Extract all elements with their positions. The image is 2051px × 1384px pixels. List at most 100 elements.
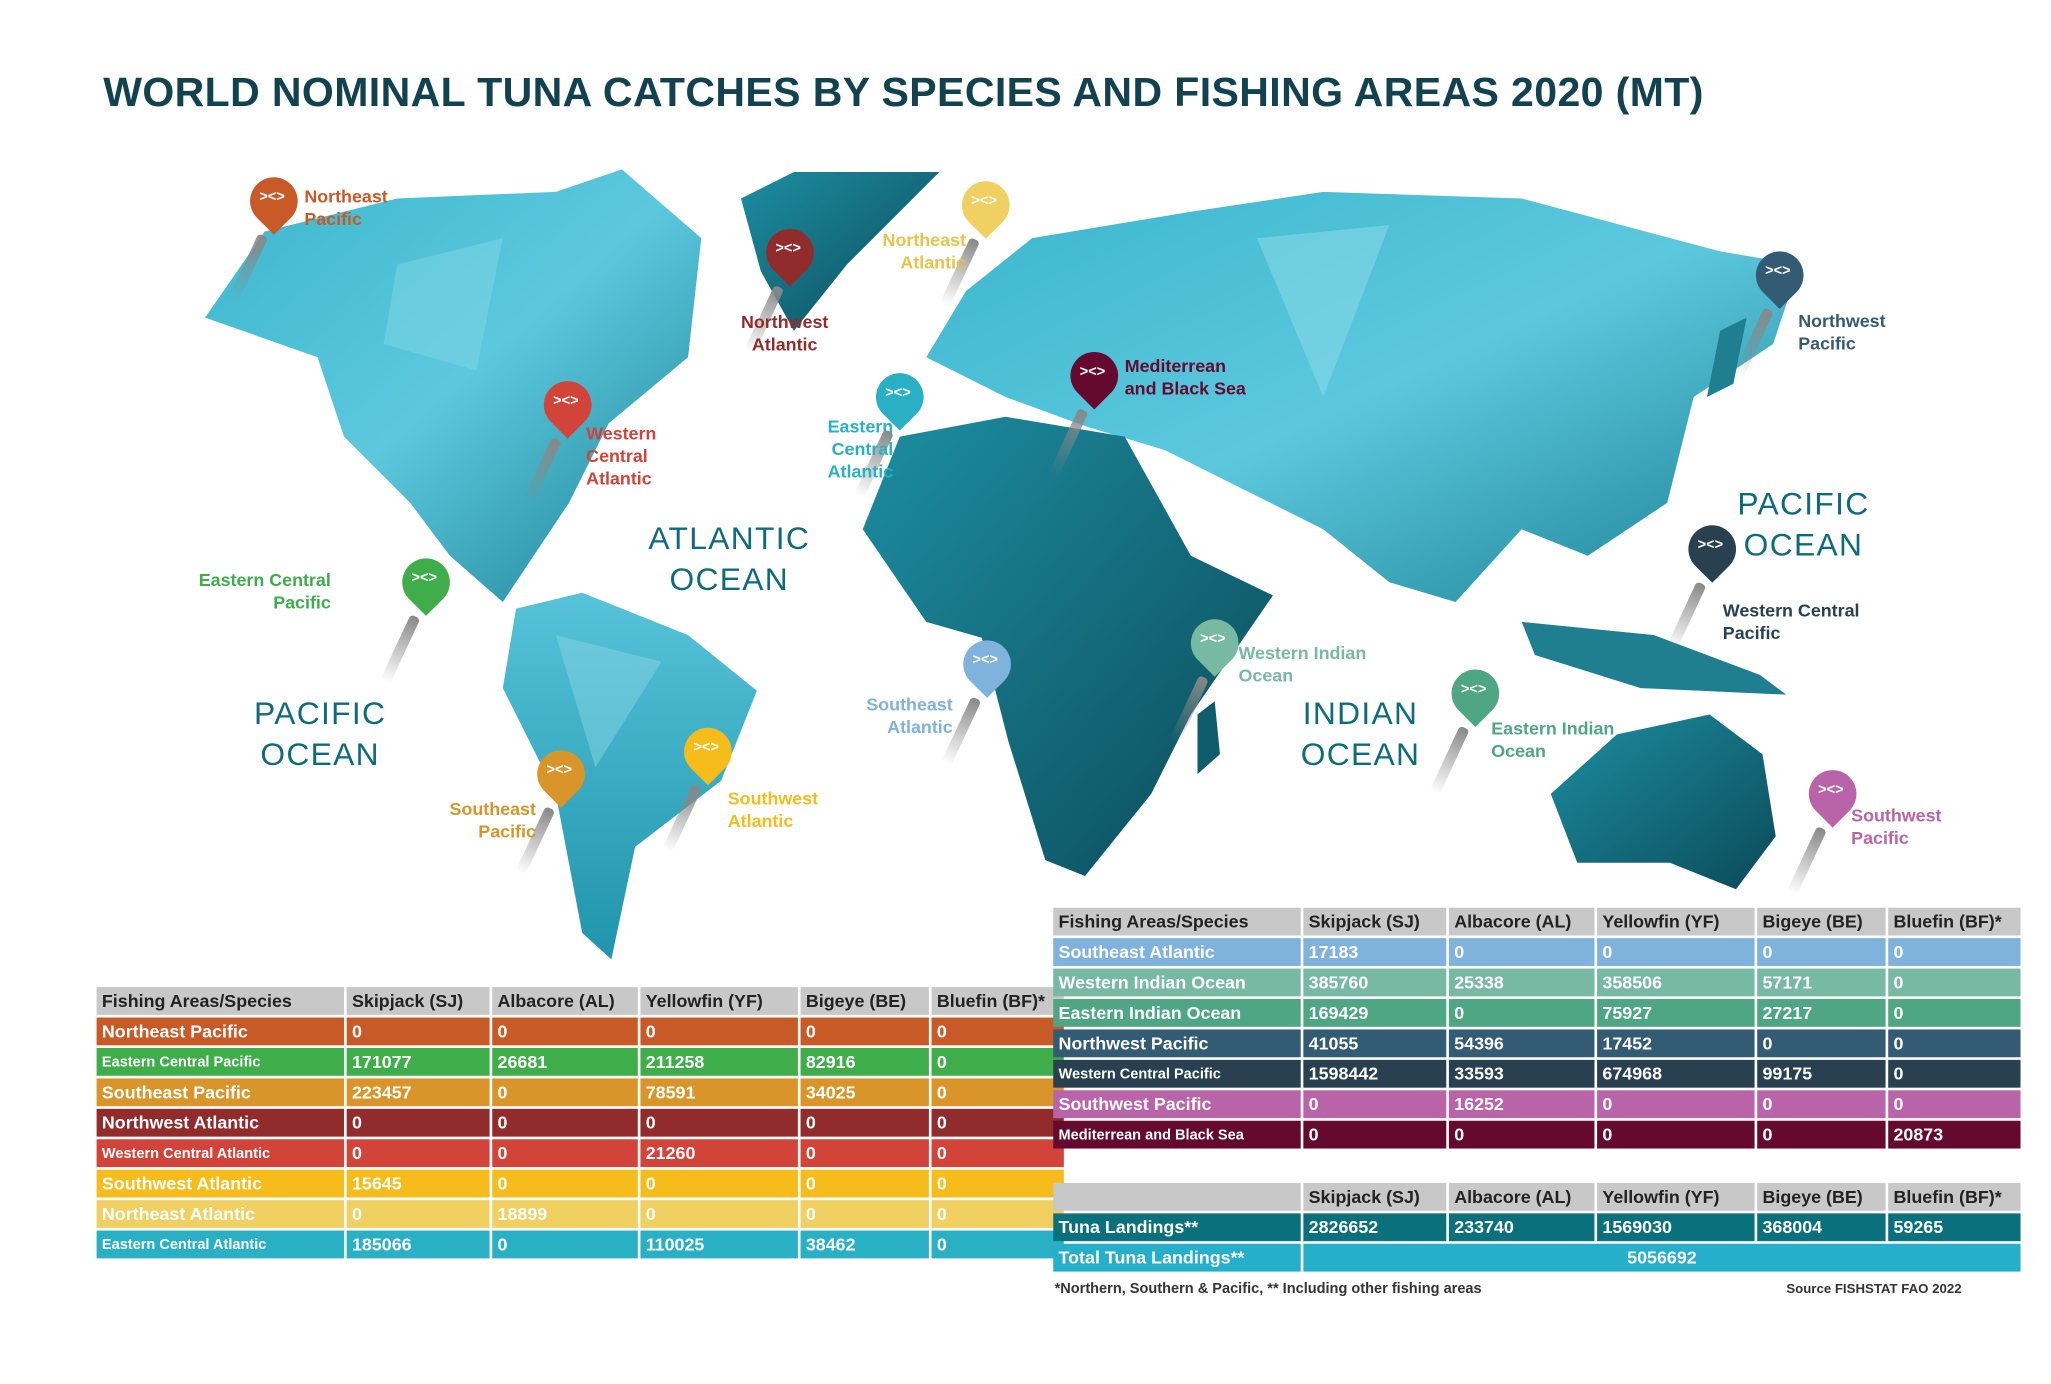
area-cell: Northwest Pacific	[1053, 1029, 1301, 1058]
ocean-label-pacific-west: PACIFIC OCEAN	[254, 696, 387, 773]
value-cell: 0	[800, 1108, 929, 1137]
area-cell: Northeast Atlantic	[96, 1200, 345, 1228]
value-cell: 41055	[1303, 1029, 1447, 1058]
table-row: Northeast Pacific 0 0 0 0 0	[96, 1017, 1064, 1046]
map-pin: ><>	[228, 167, 308, 303]
pin-label: Southeast Pacific	[449, 799, 536, 842]
table-header: Fishing Areas/Species Skipjack (SJ) Albaco…	[96, 987, 1064, 1015]
table-row: Eastern Central Pacific 171077 26681 211258…	[96, 1047, 1064, 1076]
table-row: Southeast Atlantic 17183 0 0 0 0	[1053, 938, 2021, 966]
ocean-label-indian: INDIAN OCEAN	[1300, 696, 1421, 773]
pin-label: Southwest Atlantic	[727, 788, 819, 831]
value-cell: 0	[346, 1108, 490, 1137]
value-cell: 368004	[1757, 1213, 1886, 1242]
catch-table-right: Fishing Areas/Species Skipjack (SJ) Albaco…	[1051, 905, 2024, 1151]
table-row: Northwest Pacific 41055 54396 17452 0 0	[1053, 1029, 2021, 1058]
value-cell: 75927	[1597, 999, 1755, 1027]
fish-icon: ><>	[411, 570, 438, 587]
value-cell: 0	[800, 1017, 929, 1046]
africa	[862, 416, 1273, 876]
pin-label: Eastern Central Pacific	[198, 570, 331, 613]
value-cell: 17183	[1303, 938, 1447, 966]
value-cell: 0	[800, 1169, 929, 1198]
table-header: Fishing Areas/Species Skipjack (SJ) Albaco…	[1053, 907, 2021, 936]
indonesia	[1521, 621, 1787, 695]
map-pin: ><>	[1048, 342, 1128, 478]
eurasia	[926, 191, 1800, 603]
fish-icon: ><>	[775, 240, 801, 257]
column-header: Bluefin (BF)*	[931, 987, 1064, 1015]
table-row: Western Central Pacific 1598442 33593 67496…	[1053, 1059, 2021, 1088]
value-cell: 0	[1757, 1090, 1886, 1119]
value-cell: 0	[640, 1017, 798, 1046]
source-note: Source FISHSTAT FAO 2022	[1786, 1282, 1962, 1297]
fish-icon: ><>	[972, 652, 999, 669]
area-cell: Eastern Indian Ocean	[1053, 999, 1301, 1027]
area-cell: Northeast Pacific	[96, 1017, 345, 1046]
value-cell: 0	[931, 1108, 1064, 1137]
value-cell: 17452	[1597, 1029, 1755, 1058]
area-cell: Eastern Central Pacific	[96, 1047, 345, 1076]
map-pin: ><>	[940, 171, 1020, 307]
value-cell: 59265	[1888, 1213, 2021, 1242]
japan	[1706, 317, 1747, 397]
fish-icon: ><>	[1079, 363, 1106, 380]
pin-label: Southwest Pacific	[1851, 805, 1942, 849]
value-cell: 0	[492, 1139, 638, 1168]
value-cell: 25338	[1448, 968, 1595, 997]
value-cell: 385760	[1303, 968, 1447, 997]
map-pin: ><>	[380, 548, 460, 684]
value-cell: 0	[931, 1200, 1064, 1228]
column-header: Bigeye (BE)	[800, 987, 929, 1015]
value-cell: 0	[931, 1139, 1064, 1168]
table-row: Southwest Atlantic 15645 0 0 0 0	[96, 1169, 1064, 1198]
pin-label: Northeast Atlantic	[882, 230, 966, 273]
value-cell: 15645	[346, 1169, 490, 1198]
column-header: Yellowfin (YF)	[1597, 1182, 1755, 1211]
area-cell: Southeast Atlantic	[1053, 938, 1301, 966]
value-cell: 0	[1448, 938, 1595, 966]
value-cell: 1598442	[1303, 1059, 1447, 1088]
value-cell: 0	[800, 1139, 929, 1168]
column-header: Fishing Areas/Species	[96, 987, 345, 1015]
pin-label: Northwest Pacific	[1798, 310, 1886, 354]
value-cell: 0	[1888, 1059, 2021, 1088]
value-cell: 0	[492, 1169, 638, 1198]
total-landings-row: Total Tuna Landings** 5056692	[1053, 1243, 2021, 1272]
totals-table: Skipjack (SJ) Albacore (AL) Yellowfin (YF)…	[1051, 1180, 2024, 1274]
map-pin: ><>	[941, 630, 1021, 766]
pin-label: Eastern Indian Ocean	[1491, 718, 1615, 761]
value-cell: 0	[931, 1169, 1064, 1198]
area-cell: Southwest Atlantic	[96, 1169, 345, 1198]
value-cell: 0	[931, 1078, 1064, 1107]
area-cell: Southeast Pacific	[96, 1078, 345, 1107]
value-cell: 0	[931, 1047, 1064, 1076]
value-cell: 0	[1448, 999, 1595, 1027]
australia	[1550, 714, 1776, 890]
fish-icon: ><>	[1460, 681, 1487, 698]
fish-icon: ><>	[546, 762, 572, 779]
footnote: *Northern, Southern & Pacific, ** Includ…	[1054, 1280, 1482, 1297]
value-cell: 0	[1448, 1120, 1595, 1149]
map-pin: ><>	[1787, 760, 1867, 896]
pin-label: Northwest Atlantic	[740, 312, 829, 355]
value-cell: 0	[1597, 1090, 1755, 1119]
column-header	[1053, 1182, 1301, 1211]
column-header: Yellowfin (YF)	[1597, 907, 1755, 936]
value-cell: 0	[640, 1169, 798, 1198]
value-cell: 27217	[1757, 999, 1886, 1027]
value-cell: 26681	[492, 1047, 638, 1076]
value-cell: 0	[1303, 1120, 1447, 1149]
value-cell: 211258	[640, 1047, 798, 1076]
value-cell: 0	[492, 1108, 638, 1137]
table-row: Southwest Pacific 0 16252 0 0 0	[1053, 1090, 2021, 1119]
value-cell: 0	[1597, 1120, 1755, 1149]
total-value: 5056692	[1303, 1243, 2021, 1272]
value-cell: 0	[640, 1200, 798, 1228]
area-cell: Western Indian Ocean	[1053, 968, 1301, 997]
area-cell: Eastern Central Atlantic	[96, 1230, 345, 1259]
column-header: Bluefin (BF)*	[1888, 1182, 2021, 1211]
area-cell: Northwest Atlantic	[96, 1108, 345, 1137]
tuna-landings-row: Tuna Landings** 2826652 233740 1569030 36800…	[1053, 1213, 2021, 1242]
value-cell: 171077	[346, 1047, 490, 1076]
